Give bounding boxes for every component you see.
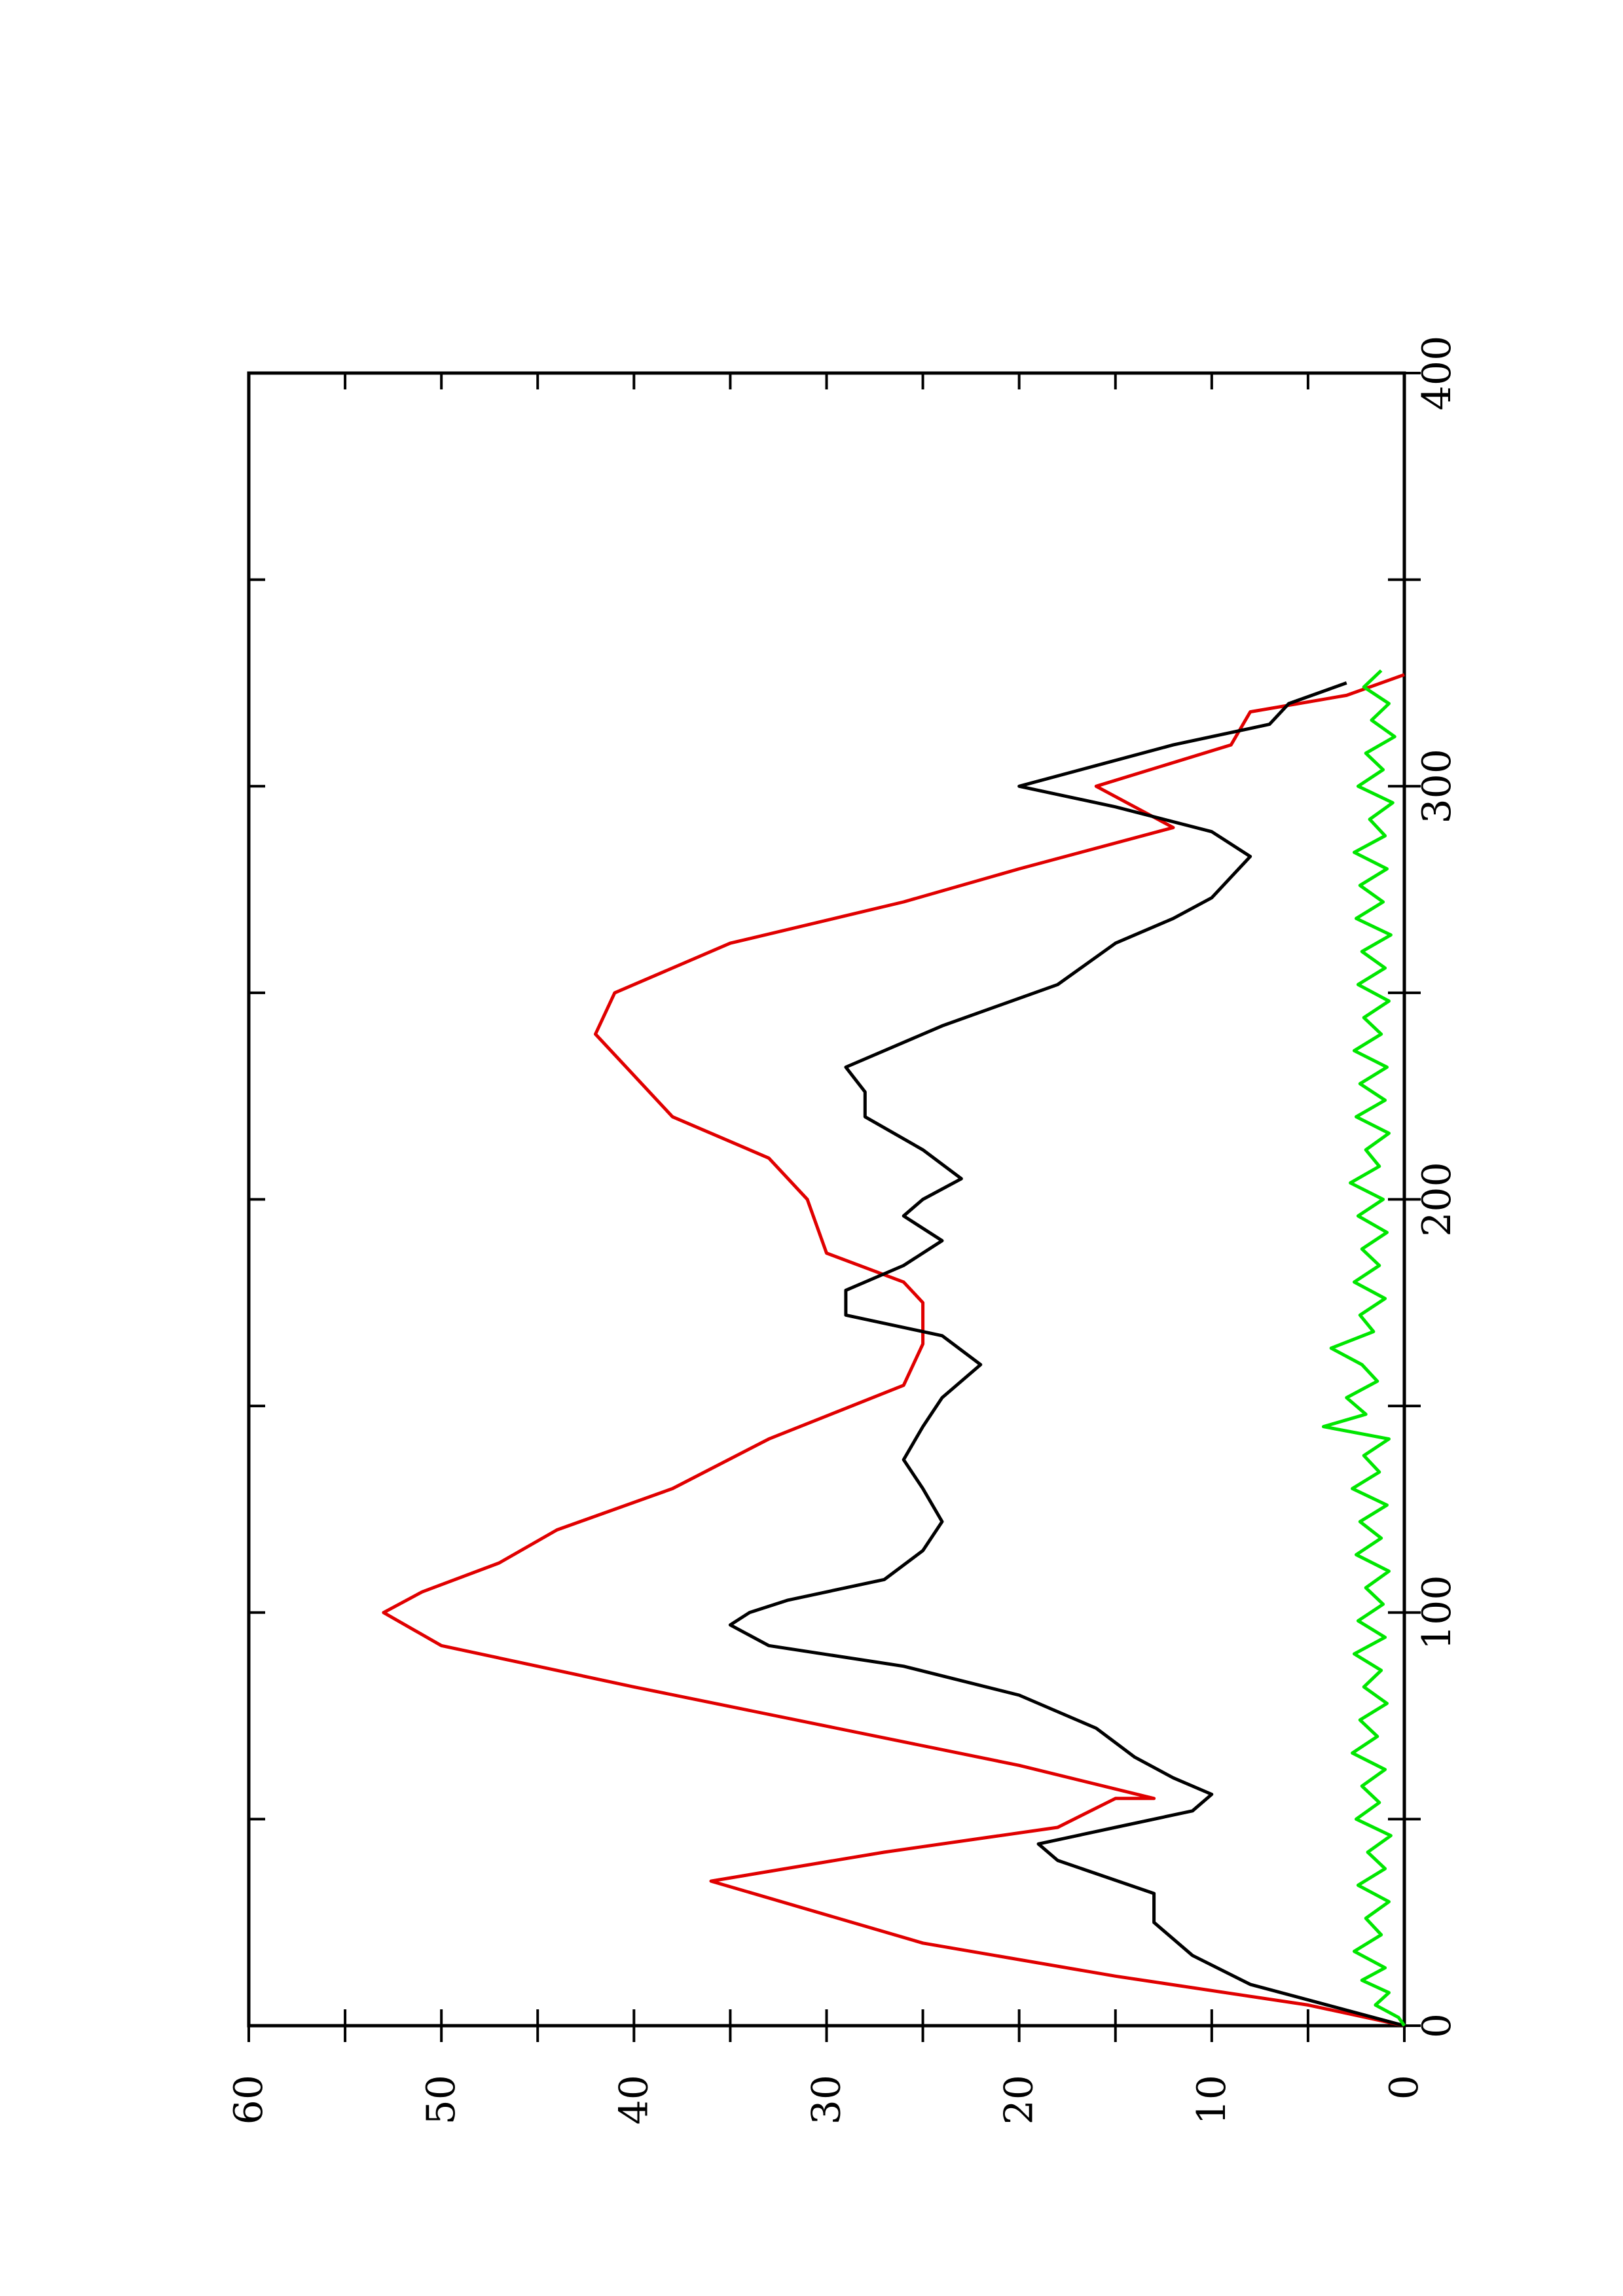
y-tick-label: 0 [1381, 2075, 1427, 2100]
x-tick-label: 300 [1414, 749, 1460, 824]
series-line-3 [1322, 669, 1406, 2027]
y-tick-label: 40 [611, 2075, 657, 2125]
series-line-1 [382, 673, 1405, 2028]
plot-frame [247, 371, 1406, 2028]
tick-labels: 0 100 200 300 400 0 10 20 30 40 50 60 [226, 336, 1460, 2125]
y-tick-label: 10 [1189, 2075, 1235, 2125]
y-tick-label: 50 [418, 2075, 464, 2125]
x-tick-label: 100 [1414, 1575, 1460, 1650]
y-tick-label: 60 [226, 2075, 272, 2125]
series-line-2 [728, 681, 1405, 2028]
y-tick-label: 20 [996, 2075, 1042, 2125]
x-tick-label: 0 [1414, 2013, 1460, 2038]
series-layer [382, 669, 1406, 2028]
x-tick-label: 200 [1414, 1162, 1460, 1237]
x-tick-label: 400 [1414, 336, 1460, 411]
y-tick-label: 30 [804, 2075, 850, 2125]
axis-ticks [247, 372, 1421, 2042]
